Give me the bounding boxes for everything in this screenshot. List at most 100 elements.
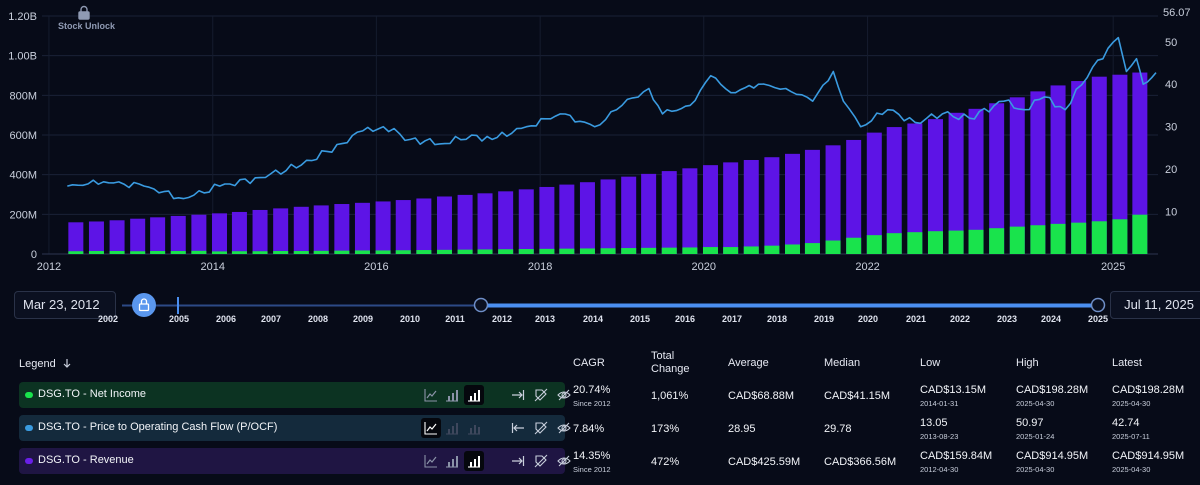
timeline-year-label[interactable]: 2013 — [535, 314, 555, 324]
timeline-year-label[interactable]: 2002 — [98, 314, 118, 324]
revenue-bars — [68, 72, 1148, 255]
timeline-year-label[interactable]: 2012 — [492, 314, 512, 324]
hide-labels-icon[interactable] — [531, 385, 551, 405]
bar-chart-icon[interactable] — [442, 418, 462, 438]
high-revenue: CAD$914.95M — [1016, 450, 1089, 462]
legend-row-pocf[interactable]: DSG.TO - Price to Operating Cash Flow (P… — [19, 415, 571, 441]
x-tick-label: 2016 — [364, 261, 388, 273]
x-axis: 2012 2014 2016 2018 2020 2022 2025 — [37, 261, 1126, 273]
timeline-year-label[interactable]: 2018 — [767, 314, 787, 324]
median-net-income: CAD$41.15M — [824, 390, 891, 402]
y-right-tick-label: 10 — [1165, 207, 1177, 219]
revenue-bar — [436, 196, 452, 254]
header-total-change-line2: Change — [651, 363, 690, 375]
revenue-bar — [109, 220, 125, 254]
timeline-year-label[interactable]: 2019 — [814, 314, 834, 324]
y-axis-left: 0 200M 400M 600M 800M 1.00B 1.20B — [8, 11, 37, 261]
revenue-income-pocf-chart: 0 200M 400M 600M 800M 1.00B 1.20B 10 20 30 40 50 56… — [8, 5, 1191, 273]
timeline-year-label[interactable]: 2017 — [722, 314, 742, 324]
bar-chart-icon[interactable] — [442, 451, 462, 471]
net-income-bar — [354, 250, 370, 254]
timeline-year-label[interactable]: 2023 — [997, 314, 1017, 324]
hide-series-icon[interactable] — [554, 451, 574, 471]
high-pocf: 50.97 — [1016, 417, 1044, 429]
revenue-bar — [846, 139, 862, 254]
timeline-year-label[interactable]: 2024 — [1041, 314, 1061, 324]
timeline-year-label[interactable]: 2014 — [583, 314, 603, 324]
legend-row-net-income[interactable]: DSG.TO - Net Income — [19, 382, 571, 408]
revenue-bar — [907, 123, 923, 254]
start-date-field[interactable]: Mar 23, 2012 — [14, 291, 116, 319]
net-income-bar — [130, 251, 146, 254]
header-high: High — [1016, 357, 1039, 369]
timeline-year-label[interactable]: 2015 — [630, 314, 650, 324]
timeline-year-label[interactable]: 2005 — [169, 314, 189, 324]
timeline-lock-button[interactable] — [132, 293, 156, 317]
arrow-down-icon — [63, 359, 71, 368]
revenue-bar — [1132, 72, 1148, 255]
line-chart-icon[interactable] — [421, 451, 441, 471]
header-average: Average — [728, 357, 769, 369]
timeline-year-label[interactable]: 2020 — [858, 314, 878, 324]
legend-table: Legend CAGR Total Change Average Median … — [0, 345, 1200, 485]
y-left-tick-label: 600M — [9, 130, 37, 142]
legend-title[interactable]: Legend — [19, 357, 71, 371]
hide-series-icon[interactable] — [554, 385, 574, 405]
revenue-bar — [150, 217, 166, 254]
right-axis-icon[interactable] — [508, 385, 528, 405]
line-chart-icon[interactable] — [421, 418, 441, 438]
revenue-bar — [1071, 81, 1087, 254]
high-date-net-income: 2025-04-30 — [1016, 399, 1055, 408]
revenue-bar — [886, 127, 902, 254]
timeline-year-label[interactable]: 2025 — [1088, 314, 1108, 324]
latest-net-income: CAD$198.28M — [1112, 384, 1185, 396]
timeline-range-slider[interactable]: 2002 2005 2006 2007 2008 2009 2010 2011 2012 2013… — [0, 290, 1200, 330]
hide-labels-icon[interactable] — [531, 451, 551, 471]
revenue-bar — [313, 205, 329, 254]
revenue-bar — [866, 132, 882, 254]
pocf-line — [67, 36, 1157, 200]
left-axis-icon[interactable] — [508, 418, 528, 438]
bar-chart-icon[interactable] — [442, 385, 462, 405]
total-change-net-income: 1,061% — [651, 390, 689, 402]
timeline-year-label[interactable]: 2007 — [261, 314, 281, 324]
average-pocf: 28.95 — [728, 423, 756, 435]
revenue-bar — [641, 173, 657, 254]
stacked-bar-icon[interactable] — [464, 418, 484, 438]
net-income-bar — [621, 248, 637, 254]
y-left-tick-label: 0 — [31, 249, 37, 261]
timeline-year-label[interactable]: 2008 — [308, 314, 328, 324]
net-income-bar — [661, 247, 677, 254]
stacked-bar-icon[interactable] — [464, 451, 484, 471]
range-end-handle[interactable] — [1090, 297, 1106, 313]
revenue-bar — [1050, 85, 1066, 255]
net-income-bar — [1071, 222, 1087, 254]
end-date-field[interactable]: Jul 11, 2025 — [1110, 291, 1200, 319]
cagr-net-income: 20.74% — [573, 384, 611, 396]
timeline-year-label[interactable]: 2022 — [950, 314, 970, 324]
timeline-year-label[interactable]: 2006 — [216, 314, 236, 324]
timeline-year-label[interactable]: 2010 — [400, 314, 420, 324]
timeline-year-label[interactable]: 2016 — [675, 314, 695, 324]
net-income-bar — [579, 248, 595, 254]
net-income-bar — [804, 243, 820, 254]
legend-row-revenue[interactable]: DSG.TO - Revenue — [19, 448, 571, 474]
range-start-handle[interactable] — [473, 297, 489, 313]
stacked-bar-icon[interactable] — [464, 385, 484, 405]
net-income-bar — [764, 245, 780, 254]
revenue-bar — [825, 145, 841, 254]
series-color-dot — [25, 458, 33, 464]
x-tick-label: 2020 — [692, 261, 716, 273]
line-chart-icon[interactable] — [421, 385, 441, 405]
hide-series-icon[interactable] — [554, 418, 574, 438]
revenue-bar — [68, 222, 84, 254]
timeline-year-label[interactable]: 2009 — [353, 314, 373, 324]
timeline-year-label[interactable]: 2021 — [906, 314, 926, 324]
net-income-bar — [68, 251, 84, 254]
revenue-bar — [231, 211, 247, 254]
hide-labels-icon[interactable] — [531, 418, 551, 438]
right-axis-icon[interactable] — [508, 451, 528, 471]
timeline-year-label[interactable]: 2011 — [445, 314, 465, 324]
revenue-bar — [600, 179, 616, 254]
y-right-tick-label: 40 — [1165, 79, 1177, 91]
